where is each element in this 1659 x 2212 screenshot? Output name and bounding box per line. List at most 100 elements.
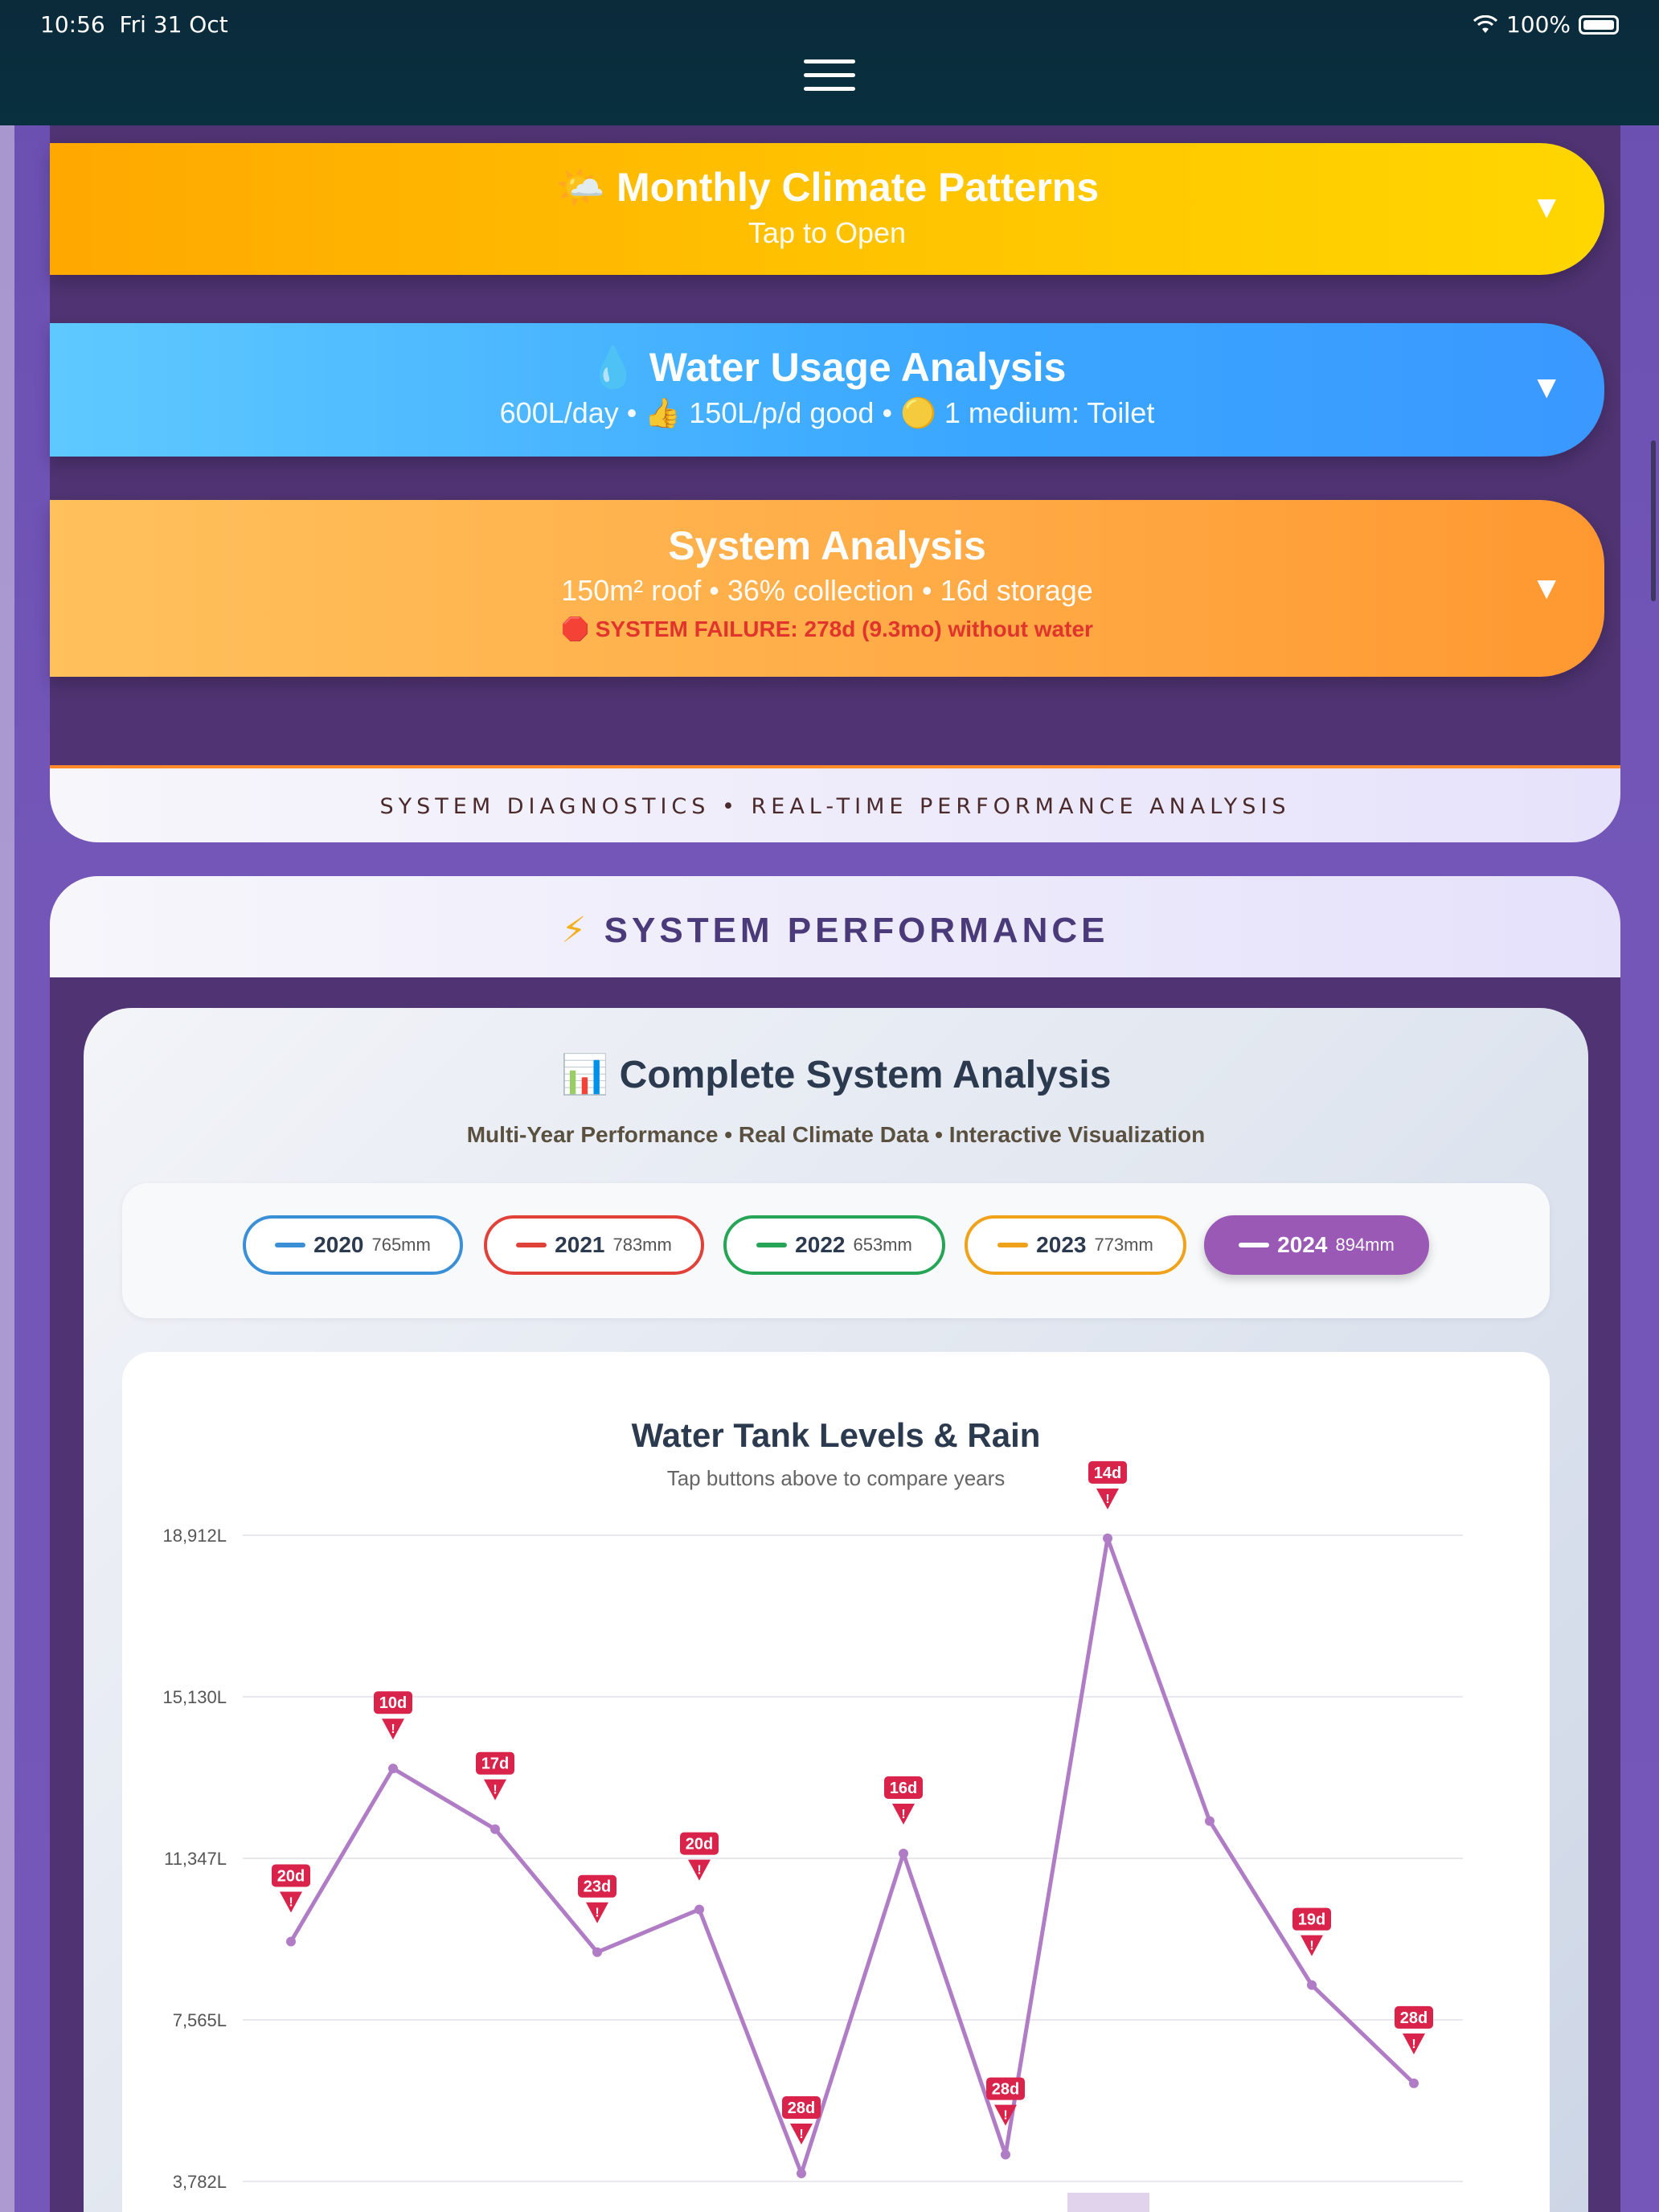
year-toggle-2024[interactable]: 2024 894mm — [1204, 1215, 1429, 1275]
rainfall-label: 653mm — [853, 1235, 912, 1255]
tank-level-chart[interactable]: Water Tank Levels & Rain Tap buttons abo… — [122, 1352, 1550, 2212]
sun-cloud-icon: 🌤️ — [555, 165, 606, 210]
empty-days-flag: 20d! — [680, 1832, 719, 1881]
data-point[interactable] — [899, 1848, 908, 1858]
clock-time: 10:56 — [40, 11, 105, 38]
battery-icon — [1579, 14, 1619, 35]
series-line-2024 — [289, 1536, 1415, 2176]
rainfall-label: 773mm — [1094, 1235, 1153, 1255]
water-title-text: Water Usage Analysis — [649, 345, 1067, 390]
system-analysis-card[interactable]: System Analysis 150m² roof • 36% collect… — [50, 500, 1604, 677]
year-selector: 2020 765mm 2021 783mm 2022 653mm 2023 77… — [122, 1183, 1550, 1318]
rain-bar — [1067, 2193, 1149, 2212]
warning-icon: ! — [901, 1808, 905, 1821]
analysis-title-text: Complete System Analysis — [619, 1054, 1112, 1096]
year-label: 2024 — [1277, 1232, 1328, 1257]
data-point[interactable] — [490, 1824, 500, 1834]
year-label: 2023 — [1036, 1232, 1087, 1257]
warning-icon: ! — [697, 1864, 701, 1878]
warning-icon: ! — [1411, 2038, 1415, 2051]
y-tick-label: 3,782L — [173, 2172, 227, 2192]
rainfall-label: 765mm — [371, 1235, 431, 1255]
warning-icon: ! — [1309, 1940, 1313, 1953]
data-point[interactable] — [388, 1763, 398, 1774]
analysis-panel: 📊 Complete System Analysis Multi-Year Pe… — [84, 1008, 1588, 2212]
data-point[interactable] — [1307, 1980, 1317, 1990]
data-point[interactable] — [1103, 1533, 1112, 1543]
empty-days-flag: 28d! — [986, 2077, 1025, 2126]
status-bar: 10:56 Fri 31 Oct 100% — [0, 0, 1659, 125]
data-point[interactable] — [1409, 2078, 1419, 2088]
y-tick-label: 7,565L — [173, 2010, 227, 2030]
expand-arrow-icon[interactable]: ▼ — [1530, 190, 1563, 225]
data-point[interactable] — [592, 1947, 602, 1957]
series-line-icon — [275, 1243, 306, 1247]
year-label: 2022 — [795, 1232, 846, 1257]
clock-date: Fri 31 Oct — [119, 11, 228, 38]
wifi-icon — [1473, 14, 1497, 33]
flag-label: 20d — [686, 1836, 713, 1854]
flag-label: 28d — [788, 2099, 815, 2117]
system-card-title: System Analysis — [668, 523, 986, 568]
year-toggle-2021[interactable]: 2021 783mm — [484, 1215, 704, 1275]
analysis-title: 📊 Complete System Analysis — [84, 1051, 1588, 1097]
warning-icon: ! — [391, 1722, 395, 1736]
series-line-icon — [997, 1243, 1029, 1247]
expand-arrow-icon[interactable]: ▼ — [1530, 370, 1563, 405]
empty-days-flag: 14d! — [1088, 1460, 1127, 1509]
water-card-subtitle: 600L/day • 👍 150L/p/d good • 🟡 1 medium:… — [499, 396, 1155, 429]
water-usage-card[interactable]: 💧 Water Usage Analysis 600L/day • 👍 150L… — [50, 323, 1604, 457]
lightning-icon: ⚡ — [561, 911, 591, 950]
system-failure-warning: 🛑 SYSTEM FAILURE: 278d (9.3mo) without w… — [561, 616, 1093, 641]
warning-icon: ! — [493, 1784, 497, 1797]
rainfall-label: 783mm — [612, 1235, 672, 1255]
y-tick-label: 18,912L — [162, 1526, 227, 1546]
series-line-icon — [1239, 1243, 1270, 1247]
flag-label: 28d — [992, 2081, 1019, 2099]
data-point[interactable] — [797, 2169, 806, 2179]
data-point[interactable] — [286, 1936, 296, 1947]
analysis-subtitle: Multi-Year Performance • Real Climate Da… — [466, 1122, 1206, 1147]
climate-patterns-card[interactable]: 🌤️ Monthly Climate Patterns Tap to Open … — [50, 143, 1604, 275]
empty-days-flag: 19d! — [1292, 1907, 1331, 1956]
tank-level-chart-card: Water Tank Levels & Rain Tap buttons abo… — [122, 1352, 1550, 2212]
chart-subtitle: Tap buttons above to compare years — [667, 1466, 1006, 1490]
series-line-icon — [516, 1243, 547, 1247]
year-label: 2021 — [555, 1232, 605, 1257]
battery-percent: 100% — [1505, 11, 1571, 38]
year-toggle-2020[interactable]: 2020 765mm — [243, 1215, 463, 1275]
climate-card-title: 🌤️ Monthly Climate Patterns — [50, 164, 1604, 211]
bar-chart-icon: 📊 — [560, 1054, 609, 1096]
empty-days-flag: 16d! — [884, 1776, 923, 1825]
left-edge — [0, 0, 14, 2212]
water-drop-icon: 💧 — [588, 345, 638, 390]
year-toggle-2023[interactable]: 2023 773mm — [965, 1215, 1186, 1275]
climate-card-subtitle: Tap to Open — [748, 216, 907, 249]
status-time: 10:56 Fri 31 Oct — [40, 11, 228, 38]
data-point[interactable] — [1205, 1816, 1215, 1826]
data-point[interactable] — [1001, 2149, 1010, 2160]
expand-arrow-icon[interactable]: ▼ — [1530, 571, 1563, 606]
chart-title: Water Tank Levels & Rain — [632, 1416, 1041, 1454]
warning-icon: ! — [799, 2128, 803, 2141]
flag-label: 17d — [481, 1755, 509, 1773]
warning-icon: ! — [1003, 2109, 1007, 2123]
performance-header: ⚡ SYSTEM PERFORMANCE — [50, 876, 1620, 977]
performance-title: SYSTEM PERFORMANCE — [604, 911, 1109, 950]
scrollbar[interactable] — [1651, 440, 1656, 601]
series-line-icon — [756, 1243, 788, 1247]
year-toggle-2022[interactable]: 2022 653mm — [723, 1215, 945, 1275]
empty-days-flag: 28d! — [782, 2096, 821, 2145]
hamburger-menu-icon[interactable] — [804, 59, 855, 95]
warning-icon: ! — [289, 1895, 293, 1909]
y-tick-label: 15,130L — [162, 1687, 227, 1707]
flag-label: 20d — [277, 1867, 305, 1885]
flag-label: 16d — [890, 1780, 917, 1797]
data-point[interactable] — [694, 1904, 704, 1915]
empty-days-flag: 20d! — [272, 1864, 310, 1913]
empty-days-flag: 23d! — [578, 1874, 616, 1923]
status-right: 100% — [1473, 11, 1619, 38]
flag-label: 10d — [379, 1694, 407, 1712]
empty-days-flag: 28d! — [1395, 2005, 1433, 2054]
y-tick-label: 11,347L — [164, 1849, 227, 1869]
